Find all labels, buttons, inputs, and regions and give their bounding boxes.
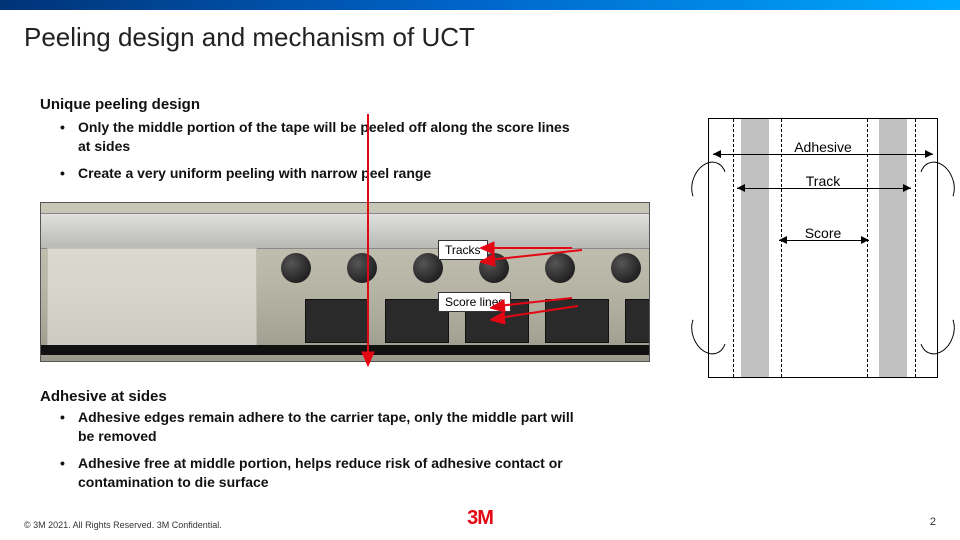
peel-arc [685,305,733,360]
page-number: 2 [930,516,936,528]
section2-bullets: Adhesive edges remain adhere to the carr… [60,408,580,500]
slide-body: Peeling design and mechanism of UCT Uniq… [0,10,960,540]
logo-3m: 3M [467,507,493,530]
bullet: Adhesive free at middle portion, helps r… [60,454,580,492]
uct-photo [40,202,650,362]
photo-bottom-strip [41,345,649,355]
section1-bullets: Only the middle portion of the tape will… [60,118,580,191]
adhesive-text: Adhesive [709,139,937,155]
page-title: Peeling design and mechanism of UCT [24,22,475,53]
cross-section-schematic: Adhesive Track Score [708,118,938,378]
section1-heading: Unique peeling design [40,96,200,113]
arrow-red-score-2 [490,300,586,330]
score-text: Score [709,225,937,241]
track-text: Track [709,173,937,189]
arrow-red-tracks-2 [480,246,590,272]
peel-arc [913,305,960,360]
bullet: Adhesive edges remain adhere to the carr… [60,408,580,446]
footer-copyright: © 3M 2021. All Rights Reserved. 3M Confi… [24,520,222,530]
bullet: Only the middle portion of the tape will… [60,118,580,156]
section2-heading: Adhesive at sides [40,388,167,405]
sprocket-hole [611,253,641,283]
carrier-pocket [625,299,650,343]
bullet: Create a very uniform peeling with narro… [60,164,580,183]
arrow-red-vertical [348,108,388,368]
top-accent-bar [0,0,960,10]
sprocket-hole [281,253,311,283]
peeled-tape-overlay [47,247,257,347]
